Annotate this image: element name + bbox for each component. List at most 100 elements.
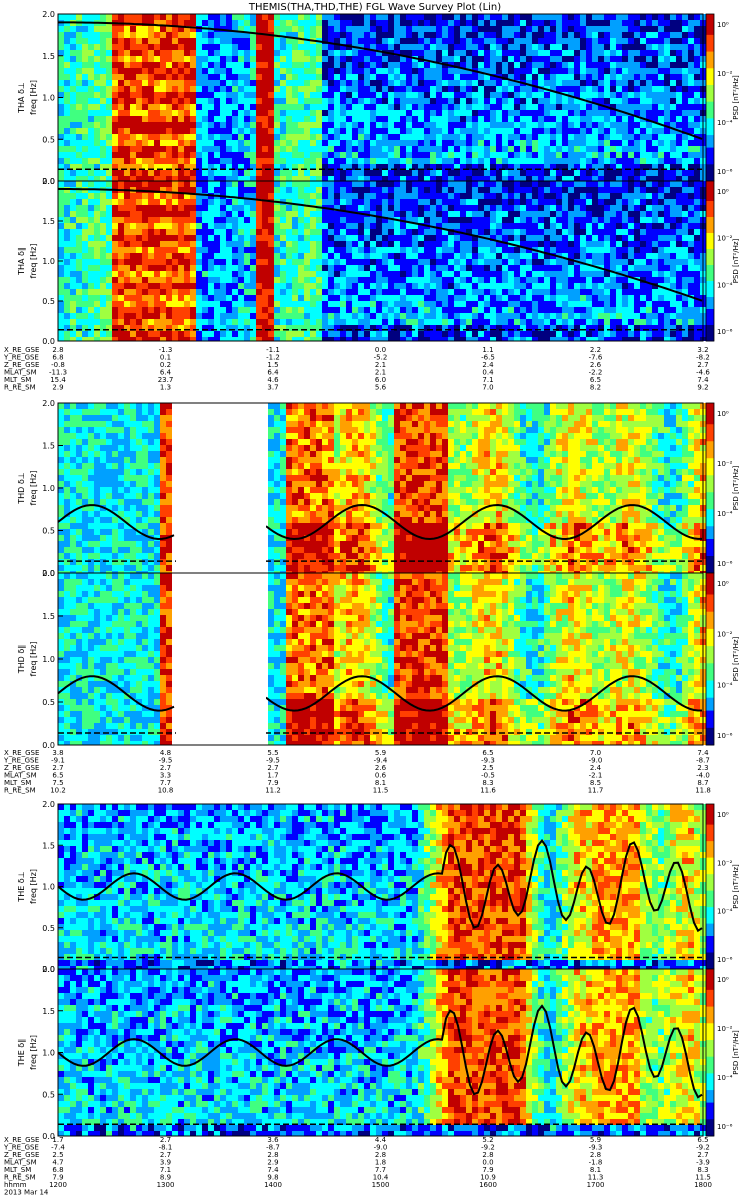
psd-cell — [196, 80, 202, 86]
psd-cell — [568, 92, 574, 98]
psd-cell — [310, 146, 316, 152]
psd-cell — [112, 152, 118, 158]
psd-cell — [610, 110, 616, 116]
psd-cell — [610, 26, 616, 32]
psd-cell — [244, 134, 250, 140]
psd-cell — [610, 50, 616, 56]
psd-cell — [346, 271, 352, 277]
psd-cell — [94, 164, 100, 170]
psd-cell — [298, 38, 304, 44]
psd-cell — [388, 181, 394, 187]
psd-cell — [280, 247, 286, 253]
psd-cell — [292, 259, 298, 265]
psd-cell — [196, 50, 202, 56]
psd-cell — [442, 253, 448, 259]
psd-cell — [514, 92, 520, 98]
psd-cell — [274, 140, 280, 146]
psd-cell — [76, 247, 82, 253]
psd-cell — [424, 307, 430, 313]
psd-cell — [346, 146, 352, 152]
psd-cell — [124, 140, 130, 146]
psd-cell — [322, 193, 328, 199]
psd-cell — [322, 313, 328, 319]
psd-cell — [202, 217, 208, 223]
psd-cell — [472, 50, 478, 56]
psd-cell — [364, 217, 370, 223]
psd-cell — [364, 301, 370, 307]
psd-cell — [646, 110, 652, 116]
psd-cell — [478, 86, 484, 92]
psd-cell — [154, 122, 160, 128]
psd-cell — [340, 223, 346, 229]
psd-cell — [460, 152, 466, 158]
psd-cell — [520, 122, 526, 128]
psd-cell — [514, 32, 520, 38]
psd-cell — [418, 313, 424, 319]
psd-cell — [574, 20, 580, 26]
psd-cell — [160, 92, 166, 98]
psd-cell — [514, 68, 520, 74]
psd-cell — [100, 295, 106, 301]
psd-cell — [268, 50, 274, 56]
psd-cell — [508, 134, 514, 140]
psd-cell — [208, 110, 214, 116]
psd-cell — [442, 259, 448, 265]
psd-cell — [400, 98, 406, 104]
psd-cell — [154, 247, 160, 253]
psd-cell — [460, 110, 466, 116]
psd-cell — [604, 62, 610, 68]
psd-cell — [178, 319, 184, 325]
psd-cell — [316, 128, 322, 134]
psd-cell — [292, 289, 298, 295]
psd-cell — [280, 110, 286, 116]
psd-cell — [682, 38, 688, 44]
psd-cell — [526, 176, 532, 181]
psd-cell — [460, 68, 466, 74]
psd-cell — [694, 50, 700, 56]
psd-cell — [268, 241, 274, 247]
psd-cell — [676, 134, 682, 140]
psd-cell — [124, 116, 130, 122]
psd-cell — [382, 44, 388, 50]
psd-cell — [256, 164, 262, 170]
psd-cell — [76, 241, 82, 247]
psd-cell — [472, 247, 478, 253]
psd-cell — [334, 325, 340, 331]
psd-cell — [184, 80, 190, 86]
psd-cell — [136, 307, 142, 313]
psd-cell — [130, 158, 136, 164]
psd-cell — [94, 98, 100, 104]
psd-cell — [598, 44, 604, 50]
psd-cell — [358, 140, 364, 146]
psd-cell — [406, 38, 412, 44]
psd-cell — [610, 170, 616, 176]
psd-cell — [526, 128, 532, 134]
psd-cell — [478, 176, 484, 181]
psd-cell — [550, 62, 556, 68]
psd-cell — [376, 116, 382, 122]
psd-cell — [88, 86, 94, 92]
psd-cell — [382, 229, 388, 235]
psd-cell — [76, 271, 82, 277]
psd-cell — [196, 74, 202, 80]
psd-cell — [538, 14, 544, 20]
psd-cell — [118, 265, 124, 271]
psd-cell — [280, 140, 286, 146]
psd-cell — [340, 187, 346, 193]
psd-cell — [244, 140, 250, 146]
psd-cell — [418, 271, 424, 277]
psd-cell — [460, 217, 466, 223]
psd-cell — [562, 152, 568, 158]
psd-cell — [262, 241, 268, 247]
psd-cell — [442, 283, 448, 289]
colorbar-segment — [706, 51, 714, 57]
psd-cell — [400, 199, 406, 205]
psd-cell — [190, 122, 196, 128]
psd-cell — [58, 50, 64, 56]
psd-cell — [526, 152, 532, 158]
psd-cell — [340, 50, 346, 56]
psd-cell — [334, 50, 340, 56]
psd-cell — [466, 50, 472, 56]
psd-cell — [238, 217, 244, 223]
psd-cell — [112, 56, 118, 62]
